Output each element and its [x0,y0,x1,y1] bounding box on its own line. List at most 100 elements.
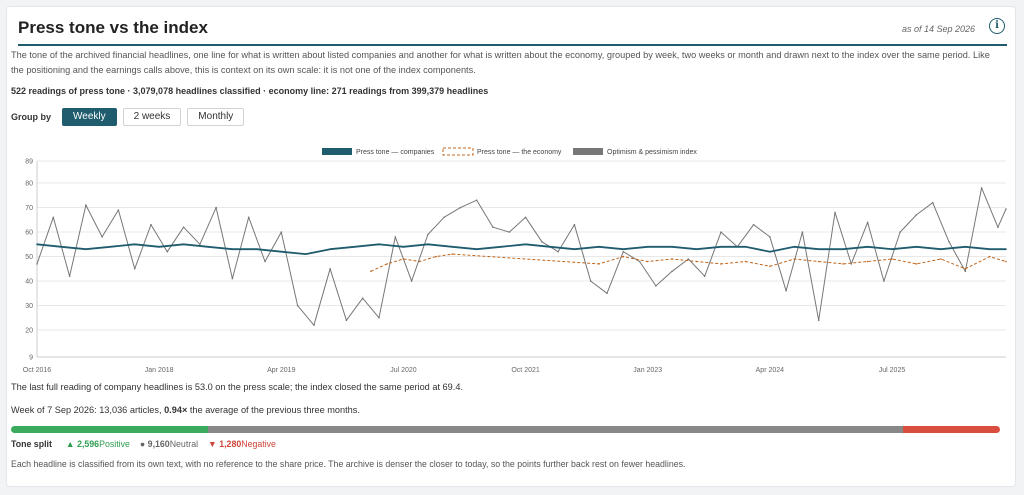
data-point [671,270,673,273]
data-point [622,250,625,253]
tone-split-positive-segment [11,426,208,433]
data-point [793,246,796,248]
negative-label: Negative [241,439,276,449]
data-point [1005,260,1007,263]
data-point [866,221,869,224]
y-tick-label: 89 [25,159,33,166]
data-point [964,270,967,273]
data-point [598,263,600,265]
data-point [646,260,649,263]
data-point [980,187,983,189]
data-point [817,260,820,263]
negative-number: 1,280 [219,439,242,449]
data-point [386,263,388,265]
data-point [842,248,844,250]
data-point [296,304,299,307]
data-point [703,275,706,277]
data-point [573,223,576,226]
data-point [842,263,844,265]
data-point [329,248,331,250]
data-point [622,248,625,250]
group-by-label: Group by [11,112,51,122]
data-point [769,265,771,268]
data-point [256,248,258,250]
data-point [988,255,991,258]
data-point [199,243,201,246]
tone-split-neutral-segment [207,426,903,433]
data-point [915,246,918,248]
data-point [207,246,209,248]
data-point [443,216,445,219]
data-point [418,260,421,263]
data-point [598,246,600,248]
data-point [524,216,527,219]
data-point [687,258,690,260]
data-point [549,246,551,248]
x-tick-label: Jan 2018 [145,367,174,374]
data-point [402,258,405,260]
tone-split-label: Tone split [11,439,52,449]
data-point [182,243,185,246]
page-title: Press tone vs the index [18,18,208,37]
data-point [264,260,266,263]
neutral-count: ● 9,160Neutral [140,439,198,449]
y-tick-label: 60 [25,230,33,237]
data-point [451,246,454,248]
data-point [769,250,771,253]
y-tick-label: 50 [25,254,33,261]
data-point [891,258,893,260]
data-point [557,250,559,253]
chart-grid [36,160,1006,358]
data-point [313,324,315,326]
data-point [695,248,698,250]
data-point [36,263,38,265]
x-tick-label: Jan 2023 [633,367,662,374]
group-2-weeks-button[interactable]: 2 weeks [122,108,182,126]
data-point [988,248,991,250]
group-weekly-button[interactable]: Weekly [62,108,117,126]
data-point [541,241,543,243]
data-point [899,231,901,233]
data-point [353,246,356,248]
y-tick-label: 70 [25,205,33,212]
data-point [378,317,380,319]
data-point [166,250,169,253]
week-summary: Week of 7 Sep 2026: 13,036 articles, 0.9… [11,405,360,415]
x-axis-ticks: Oct 2016 Jan 2018 Apr 2019 Jul 2020 Oct 2021… [23,367,906,374]
x-tick-label: Jul 2025 [879,367,906,374]
data-point [475,248,478,250]
data-point [524,243,527,246]
data-point [158,246,160,248]
data-point [427,233,429,236]
data-point [931,201,934,204]
negative-count: ▼ 1,280Negative [208,439,276,449]
y-tick-label: 9 [29,355,33,362]
legend-swatch [573,148,603,155]
data-point [671,246,673,248]
data-point [817,319,820,322]
y-tick-label: 80 [25,181,33,188]
data-point [622,255,625,258]
data-point [964,268,967,270]
y-axis-ticks: 9 20 30 40 50 60 70 80 89 [25,159,33,362]
positive-count: ▲ 2,596Positive [66,439,130,449]
data-point [793,258,796,260]
group-by-control: Group by Weekly 2 weeks Monthly [11,108,245,126]
data-point [150,223,152,226]
data-point [304,253,307,255]
data-point [720,231,722,233]
data-point [459,206,462,209]
week-suffix: the average of the previous three months… [187,405,360,415]
x-tick-label: Oct 2016 [23,367,52,374]
data-point [638,260,641,263]
triangle-up-icon: ▲ [65,439,75,449]
data-point [402,246,405,248]
data-point [573,248,576,250]
legend-swatch [322,148,352,155]
info-icon[interactable]: i [989,18,1005,34]
data-point [410,280,413,282]
positive-label: Positive [99,439,130,449]
group-monthly-button[interactable]: Monthly [187,108,245,126]
data-point [948,241,950,243]
data-point [589,280,592,282]
